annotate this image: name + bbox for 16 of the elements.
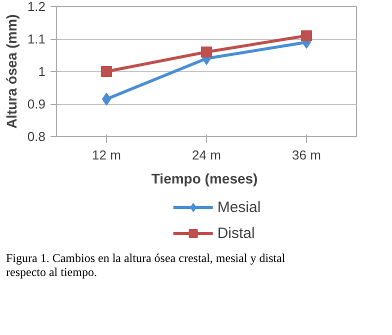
x-tick-label: 24 m — [192, 148, 221, 162]
y-tick-label: 1.1 — [27, 32, 46, 46]
legend-label: Distal — [217, 224, 255, 242]
y-tick-label: 1 — [38, 64, 46, 79]
y-axis-title: Altura ósea (mm) — [3, 14, 20, 129]
point — [301, 30, 312, 42]
text: Figura 1. Cambios en la altura ósea crestal, mesial y distal respecto al tiempo. — [6, 251, 286, 280]
x-tick-label: 36 m — [292, 148, 321, 162]
legend-label: Mesial — [217, 198, 261, 216]
x-tick-label: 12 m — [92, 148, 121, 162]
y-tick-label: 0.8 — [27, 129, 46, 144]
y-tick-label: 0.9 — [27, 96, 46, 112]
y-tick-label: 1.2 — [27, 0, 46, 14]
x-axis-title: Tiempo (meses) — [151, 170, 258, 186]
point — [201, 46, 212, 58]
point — [101, 66, 112, 77]
